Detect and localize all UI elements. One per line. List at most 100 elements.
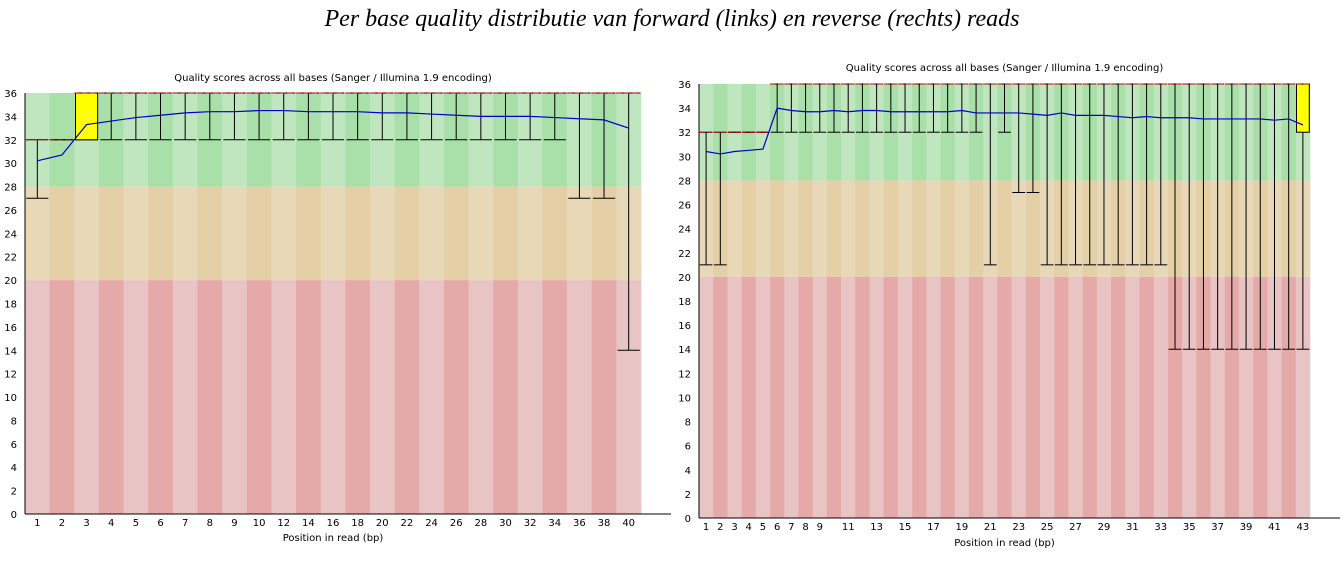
- rev-zone-poor-stripe: [1153, 276, 1169, 518]
- rev-zone-ok-stripe: [997, 180, 1012, 277]
- rev-zone-poor-stripe: [1025, 276, 1041, 518]
- fwd-y-tick-label: 22: [4, 253, 17, 264]
- fwd-y-tick-label: 32: [4, 136, 17, 147]
- rev-x-tick-label: 39: [1240, 522, 1253, 533]
- fwd-zone-ok-stripe: [25, 186, 50, 281]
- rev-iqr-box: [1296, 83, 1310, 133]
- rev-y-tick-label: 36: [678, 80, 691, 91]
- fwd-zone-poor-stripe: [443, 280, 469, 514]
- fwd-y-tick-label: 16: [4, 323, 17, 334]
- fwd-x-tick-label: 26: [450, 518, 463, 529]
- rev-x-tick-label: 2: [717, 522, 723, 533]
- fwd-x-tick-label: 34: [548, 518, 561, 529]
- fwd-x-tick-label: 18: [351, 518, 364, 529]
- rev-zone-poor-stripe: [1182, 276, 1197, 518]
- fwd-y-tick-label: 20: [4, 276, 17, 287]
- fwd-zone-ok-stripe: [271, 186, 297, 281]
- fwd-zone-ok-stripe: [369, 186, 395, 281]
- rev-zone-poor-stripe: [1281, 276, 1297, 518]
- fwd-x-tick-label: 5: [133, 518, 139, 529]
- rev-x-tick-label: 4: [746, 522, 752, 533]
- rev-x-tick-label: 15: [899, 522, 912, 533]
- rev-y-tick-label: 14: [678, 345, 691, 356]
- rev-x-tick-label: 7: [788, 522, 794, 533]
- fwd-y-tick-label: 18: [4, 300, 17, 311]
- fwd-zone-ok-stripe: [148, 186, 174, 281]
- fwd-x-tick-label: 20: [376, 518, 389, 529]
- fwd-x-tick-label: 8: [207, 518, 213, 529]
- fwd-zone-ok-stripe: [222, 186, 248, 281]
- fwd-y-tick-label: 24: [4, 229, 17, 240]
- fwd-zone-poor-stripe: [345, 280, 371, 514]
- rev-zone-poor-stripe: [1210, 276, 1226, 518]
- rev-zone-poor-stripe: [897, 276, 913, 518]
- fwd-zone-poor-stripe: [123, 280, 149, 514]
- rev-x-tick-label: 27: [1069, 522, 1082, 533]
- fwd-x-tick-label: 28: [474, 518, 487, 529]
- fwd-zone-ok-stripe: [517, 186, 543, 281]
- rev-zone-ok-stripe: [770, 180, 785, 277]
- fwd-zone-poor-stripe: [172, 280, 198, 514]
- fwd-zone-poor-stripe: [222, 280, 248, 514]
- rev-zone-ok-stripe: [784, 180, 799, 277]
- fwd-zone-poor-stripe: [320, 280, 346, 514]
- rev-zone-poor-stripe: [1111, 276, 1126, 518]
- fwd-zone-poor-stripe: [49, 280, 75, 514]
- rev-zone-poor-stripe: [741, 276, 757, 518]
- rev-y-tick-label: 0: [685, 514, 691, 525]
- rev-zone-poor-stripe: [1295, 276, 1311, 518]
- fwd-zone-poor-stripe: [271, 280, 297, 514]
- rev-y-tick-label: 32: [678, 128, 691, 139]
- fwd-x-tick-label: 40: [622, 518, 635, 529]
- rev-zone-poor-stripe: [1196, 276, 1211, 518]
- rev-zone-poor-stripe: [1011, 276, 1027, 518]
- rev-x-tick-label: 17: [927, 522, 940, 533]
- rev-x-tick-label: 5: [760, 522, 766, 533]
- fwd-x-tick-label: 12: [277, 518, 290, 529]
- fwd-zone-ok-stripe: [443, 186, 469, 281]
- rev-x-tick-label: 37: [1211, 522, 1224, 533]
- fwd-x-tick-label: 9: [231, 518, 237, 529]
- figure-caption: Per base quality distributie van forward…: [324, 6, 1020, 32]
- rev-zone-ok-stripe: [912, 180, 927, 277]
- rev-zone-ok-stripe: [1025, 180, 1041, 277]
- fwd-zone-ok-stripe: [74, 186, 100, 281]
- fwd-zone-poor-stripe: [197, 280, 223, 514]
- rev-chart-title: Quality scores across all bases (Sanger …: [846, 63, 1164, 74]
- rev-x-tick-label: 11: [842, 522, 855, 533]
- rev-x-tick-label: 35: [1183, 522, 1196, 533]
- rev-zone-ok-stripe: [727, 180, 742, 277]
- rev-zone-poor-stripe: [912, 276, 927, 518]
- fwd-x-tick-label: 24: [425, 518, 438, 529]
- fwd-zone-poor-stripe: [148, 280, 174, 514]
- rev-x-tick-label: 21: [984, 522, 997, 533]
- rev-zone-poor-stripe: [855, 276, 870, 518]
- fwd-x-tick-label: 36: [573, 518, 586, 529]
- rev-y-tick-label: 20: [678, 273, 691, 284]
- fwd-x-tick-label: 2: [59, 518, 65, 529]
- fwd-x-tick-label: 16: [327, 518, 340, 529]
- rev-zone-poor-stripe: [1068, 276, 1083, 518]
- fwd-zone-poor-stripe: [74, 280, 100, 514]
- rev-zone-poor-stripe: [926, 276, 941, 518]
- rev-y-tick-label: 18: [678, 297, 691, 308]
- rev-x-tick-label: 8: [802, 522, 808, 533]
- fwd-zone-ok-stripe: [197, 186, 223, 281]
- rev-zone-ok-stripe: [883, 180, 899, 277]
- fwd-zone-ok-stripe: [123, 186, 149, 281]
- fwd-zone-ok-stripe: [345, 186, 371, 281]
- fwd-zone-ok-stripe: [493, 186, 519, 281]
- fwd-x-tick-label: 30: [499, 518, 512, 529]
- fwd-zone-ok-stripe: [468, 186, 494, 281]
- fwd-y-tick-label: 14: [4, 346, 17, 357]
- rev-x-tick-label: 3: [731, 522, 737, 533]
- rev-y-tick-label: 16: [678, 321, 691, 332]
- rev-zone-poor-stripe: [997, 276, 1012, 518]
- rev-zone-ok-stripe: [798, 180, 813, 277]
- rev-y-tick-label: 34: [678, 104, 691, 115]
- fwd-x-tick-label: 38: [598, 518, 611, 529]
- rev-zone-ok-stripe: [940, 180, 956, 277]
- fwd-zone-poor-stripe: [246, 280, 272, 514]
- rev-zone-poor-stripe: [1253, 276, 1268, 518]
- fwd-x-tick-label: 3: [83, 518, 89, 529]
